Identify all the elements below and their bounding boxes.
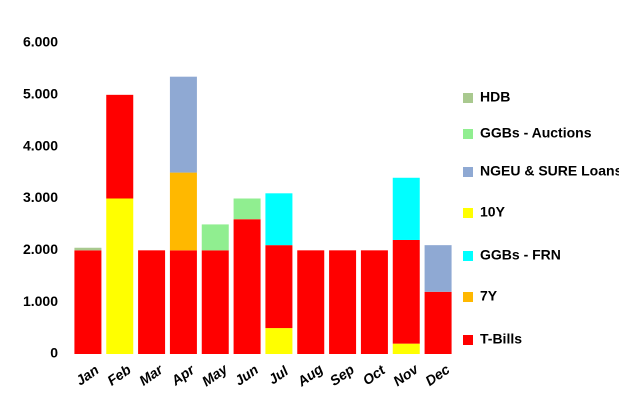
- legend-swatch: [463, 93, 473, 103]
- bar-segment: [392, 239, 420, 344]
- bar-segment: [329, 250, 357, 354]
- bar-segment: [297, 250, 325, 354]
- bar-segment: [265, 193, 293, 246]
- bar-segment: [424, 245, 452, 292]
- bar-segment: [424, 291, 452, 354]
- y-tick-label: 1.000: [23, 293, 58, 309]
- x-tick-label: Apr: [167, 361, 198, 389]
- legend-label: 7Y: [480, 288, 498, 304]
- bar-segment: [201, 224, 229, 251]
- legend-swatch: [463, 208, 473, 218]
- y-tick-label: 4.000: [23, 137, 58, 153]
- legend-label: GGBs - Auctions: [480, 125, 592, 141]
- bar-segment: [106, 198, 134, 354]
- bar-segment: [74, 247, 102, 251]
- bar-segment: [265, 328, 293, 354]
- x-tick-label: May: [199, 360, 231, 389]
- x-tick-label: Jun: [232, 361, 262, 388]
- x-tick-label: Sep: [327, 361, 358, 389]
- bar-segment: [201, 250, 229, 354]
- x-tick-label: Jul: [265, 362, 292, 387]
- y-tick-label: 0: [50, 345, 58, 361]
- bar-segment: [169, 76, 197, 173]
- legend-label: NGEU & SURE Loans: [480, 163, 619, 179]
- bar-segment: [233, 219, 261, 354]
- bar-segment: [392, 177, 420, 240]
- x-tick-label: Dec: [422, 361, 452, 389]
- y-tick-label: 2.000: [23, 241, 58, 257]
- bar-segment: [74, 250, 102, 354]
- legend-swatch: [463, 292, 473, 302]
- bar-segment: [392, 343, 420, 354]
- legend-swatch: [463, 167, 473, 177]
- x-tick-label: Nov: [390, 360, 422, 389]
- legend-label: T-Bills: [480, 331, 522, 347]
- legend-label: 10Y: [480, 204, 506, 220]
- x-tick-label: Jan: [73, 361, 102, 388]
- legend-swatch: [463, 251, 473, 261]
- x-tick-label: Oct: [360, 361, 389, 388]
- y-tick-label: 3.000: [23, 189, 58, 205]
- y-tick-label: 6.000: [23, 34, 58, 50]
- bar-segment: [138, 250, 166, 354]
- bar-segment: [233, 198, 261, 220]
- y-tick-label: 5.000: [23, 86, 58, 102]
- bar-segment: [265, 245, 293, 329]
- legend-swatch: [463, 129, 473, 139]
- x-tick-label: Aug: [293, 360, 326, 390]
- legend-label: HDB: [480, 89, 510, 105]
- x-tick-label: Mar: [136, 360, 167, 388]
- bar-segment: [106, 94, 134, 199]
- legend-swatch: [463, 335, 473, 345]
- bar-segment: [360, 250, 388, 354]
- x-tick-label: Feb: [104, 361, 134, 389]
- bar-segment: [169, 250, 197, 354]
- legend-label: GGBs - FRN: [480, 247, 561, 263]
- bar-segment: [169, 172, 197, 251]
